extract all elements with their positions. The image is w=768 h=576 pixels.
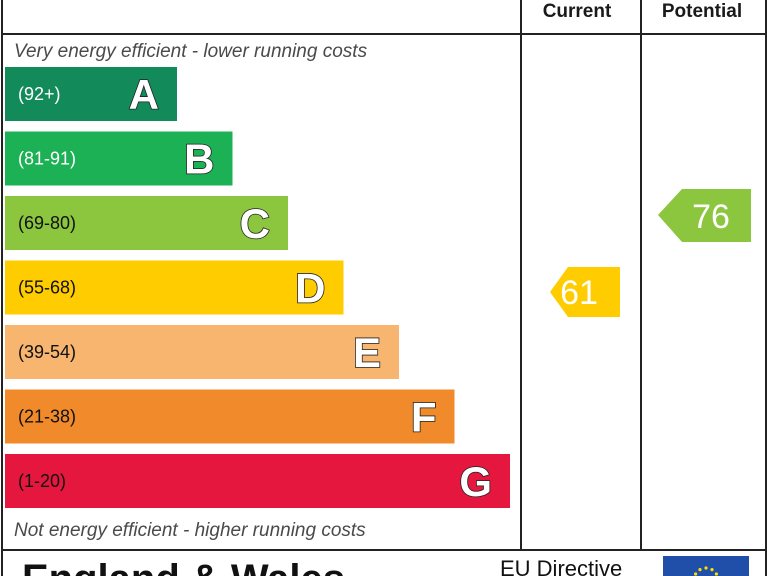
band-c-bar <box>5 196 288 250</box>
band-d-letter: D <box>295 265 325 312</box>
current-column-header: Current <box>543 1 612 22</box>
eu-star-icon <box>694 572 698 576</box>
band-c-range: (69-80) <box>18 213 76 233</box>
band-a-letter: A <box>129 71 159 118</box>
band-f-letter: F <box>411 394 437 441</box>
eu-star-icon <box>714 572 719 576</box>
band-f-range: (21-38) <box>18 407 76 427</box>
potential-column-header: Potential <box>662 1 742 22</box>
eu-star-icon <box>704 566 708 570</box>
bottom-caption: Not energy efficient - higher running co… <box>14 520 366 541</box>
potential-arrow: 76 <box>658 189 751 242</box>
current-arrow: 61 <box>550 267 620 317</box>
band-c-letter: C <box>240 200 270 247</box>
footer-country: England & Wales <box>22 557 345 576</box>
eu-flag-icon <box>663 556 749 576</box>
band-a: (92+) A <box>5 67 177 121</box>
band-e-range: (39-54) <box>18 342 76 362</box>
potential-rating-value: 76 <box>692 198 730 236</box>
band-g: (1-20) G <box>5 454 510 508</box>
band-d-bar <box>5 260 344 315</box>
band-f-bar <box>5 389 455 444</box>
band-a-bar <box>5 67 177 121</box>
band-e: (39-54) E <box>5 325 399 379</box>
band-g-letter: G <box>459 458 492 505</box>
current-arrow-shape <box>550 267 620 317</box>
band-b-letter: B <box>184 136 214 183</box>
band-b-range: (81-91) <box>18 149 76 169</box>
band-d-range: (55-68) <box>18 278 76 298</box>
potential-arrow-shape <box>658 189 751 242</box>
current-rating-value: 61 <box>560 274 598 312</box>
top-caption: Very energy efficient - lower running co… <box>14 41 368 62</box>
band-c: (69-80) C <box>5 196 288 250</box>
band-b: (81-91) B <box>5 131 233 186</box>
eu-star-icon <box>698 568 702 572</box>
band-f: (21-38) F <box>5 389 455 444</box>
band-g-range: (1-20) <box>18 471 66 491</box>
eu-star-icon <box>710 568 714 572</box>
footer-directive: EU Directive <box>500 556 622 576</box>
band-b-bar <box>5 131 233 186</box>
band-e-bar <box>5 325 399 379</box>
band-g-bar <box>5 454 510 508</box>
band-a-range: (92+) <box>18 84 61 104</box>
band-e-letter: E <box>353 329 381 376</box>
band-d: (55-68) D <box>5 260 344 315</box>
rating-bands: (92+) A (81-91) B (69-80) C (55-68) D (39-54) E (2… <box>5 67 510 508</box>
